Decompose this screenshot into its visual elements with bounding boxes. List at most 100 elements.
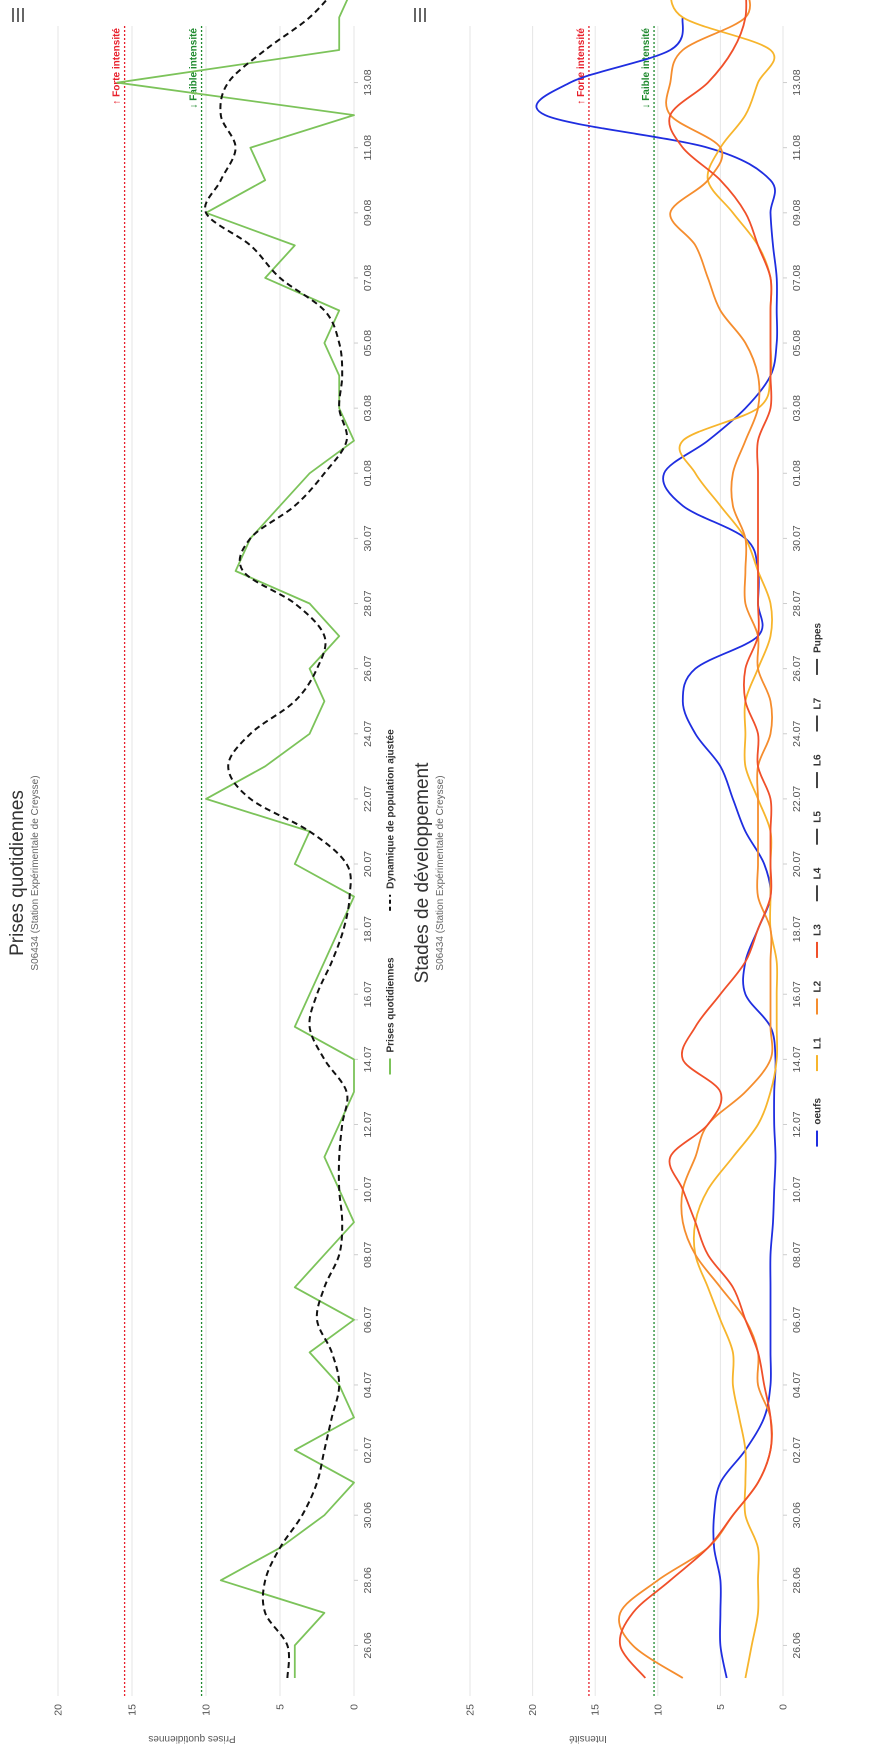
x-tick-label: 10.07: [362, 1176, 374, 1202]
chart1-title: Prises quotidiennes: [7, 790, 28, 956]
threshold-label: ↓ Faible intensité: [189, 28, 200, 109]
chart1-ylabel: Prises quotidiennes: [148, 1733, 235, 1744]
x-tick-label: 30.06: [362, 1502, 374, 1528]
x-tick-label: 14.07: [791, 1046, 803, 1072]
legend-item[interactable]: Pupes: [813, 622, 824, 675]
x-tick-label: 03.08: [791, 395, 803, 421]
x-tick-label: 26.06: [362, 1632, 374, 1658]
x-tick-label: 14.07: [362, 1046, 374, 1072]
x-tick-label: 28.07: [362, 590, 374, 616]
legend-item[interactable]: L4: [813, 867, 824, 902]
x-tick-label: 04.07: [362, 1372, 374, 1398]
x-tick-label: 10.07: [791, 1176, 803, 1202]
legend-label: Dynamique de population ajustée: [386, 729, 397, 889]
threshold-label: ↓ Faible intensité: [641, 28, 652, 109]
y-tick-label: 25: [465, 1704, 477, 1716]
legend-label: Pupes: [813, 622, 824, 652]
legend-item[interactable]: L5: [813, 811, 824, 845]
x-tick-label: 03.08: [362, 395, 374, 421]
x-tick-label: 07.08: [791, 265, 803, 291]
chart2-legend: oeufs L1 L2 L3 L4 L5 L6 L7 Pupes: [813, 622, 824, 1147]
legend-item[interactable]: oeufs: [813, 1097, 824, 1147]
x-tick-label: 05.08: [362, 330, 374, 356]
y-tick-label: 5: [715, 1704, 727, 1710]
legend-item[interactable]: L2: [813, 980, 824, 1015]
x-tick-label: 26.07: [791, 655, 803, 681]
legend-label: L6: [813, 754, 824, 766]
y-tick-label: 10: [201, 1704, 213, 1716]
legend-label: oeufs: [813, 1097, 824, 1124]
x-tick-label: 11.08: [362, 135, 374, 161]
x-tick-label: 22.07: [791, 786, 803, 812]
x-tick-label: 12.07: [791, 1111, 803, 1137]
x-tick-label: 11.08: [791, 135, 803, 161]
x-tick-label: 04.07: [791, 1372, 803, 1398]
series-line-4: [618, 0, 773, 1679]
chart1-subtitle: S06434 (Station Expérimentale de Creysse…: [30, 775, 41, 970]
x-tick-label: 18.07: [791, 916, 803, 942]
x-tick-label: 24.07: [791, 720, 803, 746]
x-tick-label: 09.08: [791, 200, 803, 226]
x-tick-label: 30.07: [362, 525, 374, 551]
legend-item[interactable]: L3: [813, 924, 824, 958]
chart1-legend: Prises quotidiennes Dynamique de populati…: [386, 729, 397, 1075]
y-tick-label: 0: [349, 1704, 361, 1710]
y-tick-label: 0: [778, 1704, 790, 1710]
x-tick-label: 05.08: [791, 330, 803, 356]
x-tick-label: 28.07: [791, 590, 803, 616]
x-tick-label: 28.06: [791, 1567, 803, 1593]
threshold-label: ↑ Forte intensité: [576, 28, 587, 105]
x-tick-label: 30.06: [791, 1502, 803, 1528]
y-tick-label: 20: [53, 1704, 65, 1716]
y-tick-label: 5: [275, 1704, 287, 1710]
series-line-1: [535, 17, 779, 1679]
x-tick-label: 26.07: [362, 655, 374, 681]
legend-label: L3: [813, 924, 824, 936]
x-tick-label: 20.07: [791, 851, 803, 877]
series-line-1: [116, 0, 355, 1678]
x-tick-label: 26.06: [791, 1632, 803, 1658]
x-tick-label: 30.07: [791, 525, 803, 551]
x-tick-label: 08.07: [362, 1241, 374, 1267]
x-tick-label: 02.07: [362, 1437, 374, 1463]
threshold-label: ↑ Forte intensité: [112, 28, 123, 105]
legend-label: L2: [813, 980, 824, 992]
chart2-subtitle: S06434 (Station Expérimentale de Creysse…: [435, 775, 446, 970]
y-tick-label: 15: [590, 1704, 602, 1716]
x-tick-label: 18.07: [362, 916, 374, 942]
x-tick-label: 13.08: [362, 69, 374, 95]
series-line-3: [618, 0, 774, 1679]
legend-item[interactable]: L7: [813, 697, 824, 732]
y-tick-label: 20: [527, 1704, 539, 1716]
x-tick-label: 12.07: [362, 1111, 374, 1137]
y-tick-label: 10: [652, 1704, 664, 1716]
legend-item[interactable]: Prises quotidiennes: [386, 957, 397, 1075]
x-tick-label: 06.07: [791, 1307, 803, 1333]
x-tick-label: 06.07: [362, 1307, 374, 1333]
legend-label: Prises quotidiennes: [386, 957, 397, 1052]
legend-item[interactable]: L6: [813, 754, 824, 789]
legend-item[interactable]: Dynamique de population ajustée: [386, 729, 397, 911]
x-tick-label: 16.07: [362, 981, 374, 1007]
x-tick-label: 01.08: [791, 460, 803, 486]
legend-label: L1: [813, 1037, 824, 1049]
legend-label: L4: [813, 867, 824, 879]
legend-item[interactable]: L1: [813, 1037, 824, 1072]
x-tick-label: 22.07: [362, 786, 374, 812]
chart2-ylabel: Intensité: [569, 1733, 607, 1744]
x-tick-label: 24.07: [362, 720, 374, 746]
x-tick-label: 02.07: [791, 1437, 803, 1463]
x-tick-label: 01.08: [362, 460, 374, 486]
chart2-menu-button[interactable]: [412, 6, 428, 24]
chart2-title: Stades de développement: [412, 762, 433, 983]
x-tick-label: 28.06: [362, 1567, 374, 1593]
chart1-menu-button[interactable]: [10, 6, 26, 24]
x-tick-label: 09.08: [362, 200, 374, 226]
legend-label: L7: [813, 697, 824, 709]
x-tick-label: 08.07: [791, 1241, 803, 1267]
x-tick-label: 16.07: [791, 981, 803, 1007]
y-tick-label: 15: [127, 1704, 139, 1716]
